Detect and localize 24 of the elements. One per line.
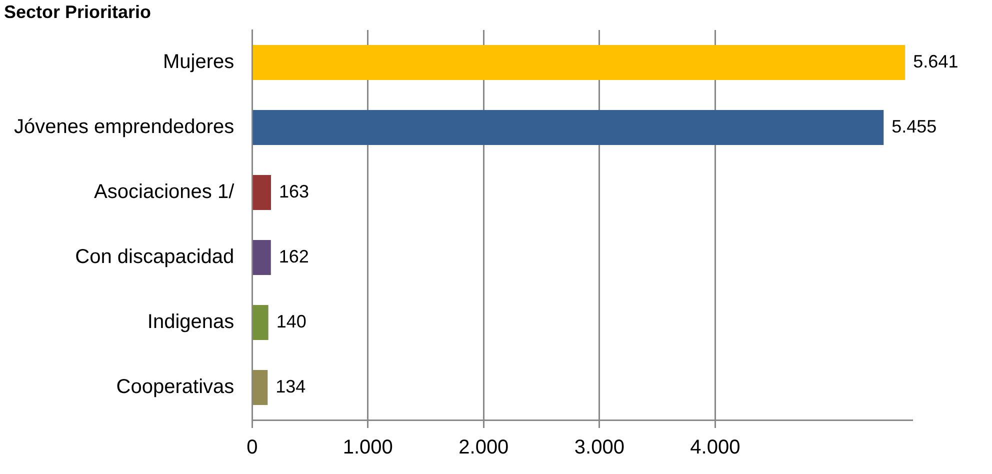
- bar: [252, 304, 268, 340]
- bar: [252, 44, 906, 80]
- x-tick-label: 4.000: [690, 436, 740, 459]
- data-label: 163: [279, 181, 310, 202]
- y-tick-label: Indigenas: [147, 311, 234, 334]
- y-tick-label: Asociaciones 1/: [94, 181, 235, 204]
- bar: [252, 370, 268, 406]
- data-label: 5.455: [892, 116, 937, 136]
- data-label: 134: [276, 376, 306, 396]
- bar: [252, 110, 884, 146]
- data-label: 140: [276, 311, 306, 332]
- y-tick-label: Jóvenes emprendedores: [14, 116, 234, 138]
- bar: [252, 240, 271, 276]
- x-tick-label: 1.000: [342, 436, 393, 459]
- y-tick-label: Cooperativas: [116, 376, 234, 398]
- data-label: 5.641: [913, 51, 958, 72]
- bar: [252, 174, 272, 210]
- data-label: 162: [278, 246, 309, 266]
- x-tick-label: 3.000: [574, 436, 624, 459]
- y-tick-label: Con discapacidad: [75, 246, 234, 268]
- x-tick-label: 2.000: [458, 436, 509, 459]
- x-tick-label: 0: [246, 436, 258, 459]
- text: Sector Prioritario: [4, 2, 152, 23]
- y-tick-label: Mujeres: [162, 51, 234, 74]
